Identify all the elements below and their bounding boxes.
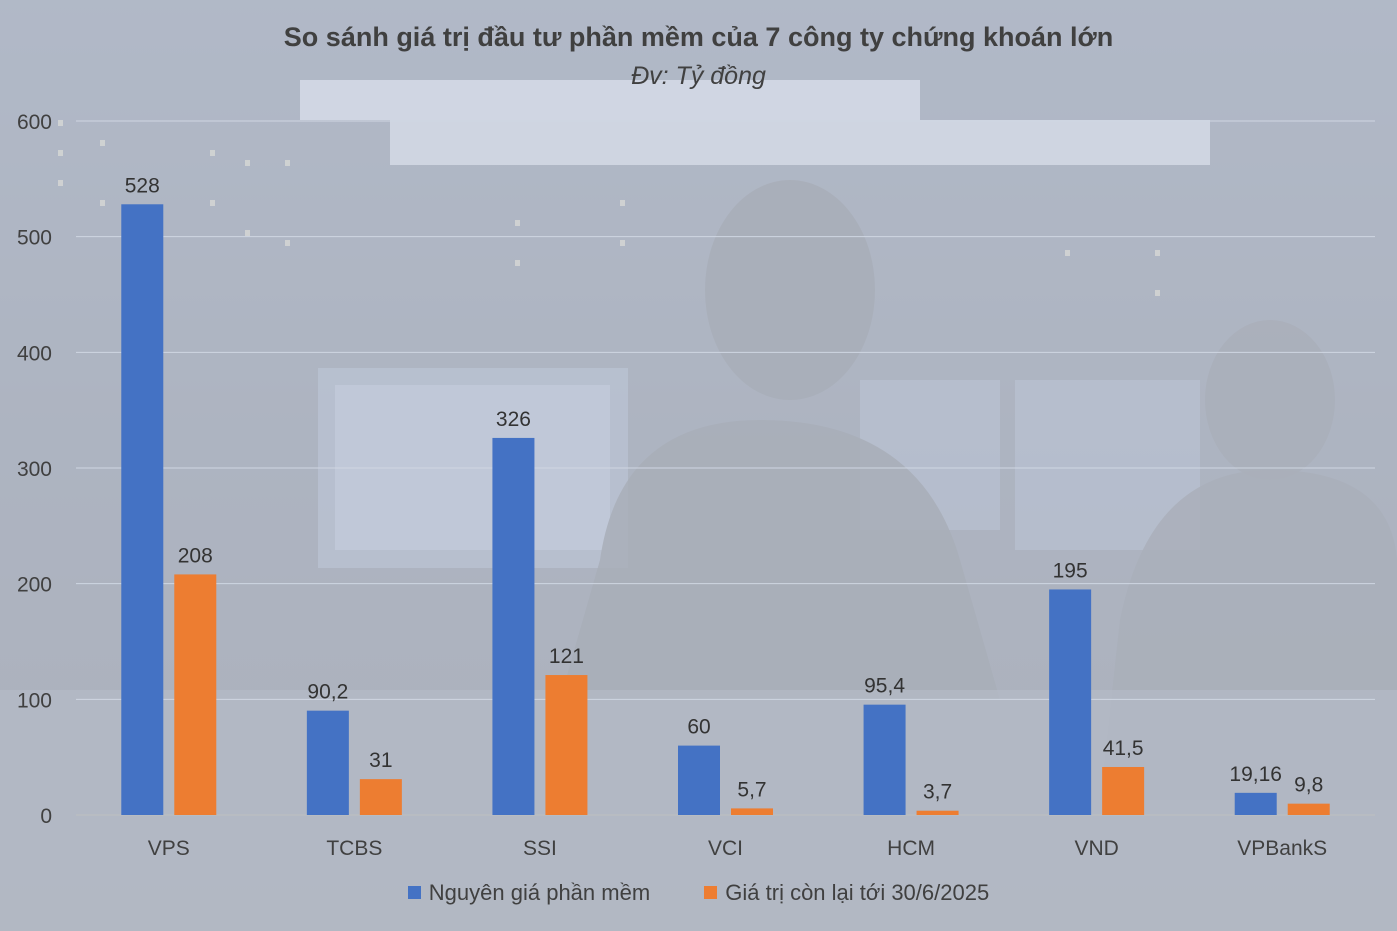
data-label: 195: [1053, 559, 1088, 582]
bar-ssi-series-2: [545, 675, 588, 815]
bar-vci-series-2: [731, 808, 773, 815]
data-label: 5,7: [737, 778, 766, 801]
y-tick-label: 300: [17, 458, 52, 481]
bar-vpbanks-series-1: [1234, 792, 1277, 815]
y-tick-label: 500: [17, 227, 52, 250]
bar-tcbs-series-2: [359, 779, 402, 815]
x-tick-label: VND: [1074, 837, 1118, 860]
data-label: 528: [125, 174, 160, 197]
y-tick-label: 200: [17, 574, 52, 597]
bar-vci-series-1: [678, 745, 720, 815]
bar-vps-series-2: [174, 574, 217, 815]
bar-vpbanks-series-2: [1287, 803, 1330, 815]
data-label: 95,4: [864, 675, 905, 698]
data-label: 19,16: [1229, 763, 1282, 786]
legend-swatch-series-2: [704, 886, 718, 899]
bar-tcbs-series-1: [306, 710, 349, 815]
data-label: 326: [496, 408, 531, 431]
chart-title: So sánh giá trị đầu tư phần mềm của 7 cô…: [283, 22, 1114, 52]
bar-vnd-series-1: [1049, 589, 1092, 815]
x-tick-label: VPBankS: [1237, 837, 1327, 860]
chart-subtitle: Đv: Tỷ đồng: [631, 62, 766, 90]
data-label: 41,5: [1103, 737, 1144, 760]
chart-legend: Nguyên giá phần mềm Giá trị còn lại tới …: [0, 880, 1397, 906]
bar-ssi-series-1: [492, 437, 535, 815]
data-label: 9,8: [1294, 774, 1323, 797]
legend-item-series-2: Giá trị còn lại tới 30/6/2025: [704, 880, 989, 906]
y-tick-label: 0: [40, 805, 52, 828]
data-label: 121: [549, 645, 584, 668]
data-label: 3,7: [923, 781, 952, 804]
legend-swatch-series-1: [407, 886, 421, 899]
bar-hcm-series-2: [916, 810, 959, 815]
data-label: 90,2: [307, 681, 348, 704]
bar-hcm-series-1: [863, 704, 906, 815]
legend-label-series-2: Giá trị còn lại tới 30/6/2025: [725, 880, 990, 905]
x-tick-label: HCM: [887, 837, 935, 860]
data-label: 31: [369, 749, 392, 772]
x-tick-label: SSI: [523, 837, 557, 860]
x-tick-label: TCBS: [326, 837, 382, 860]
legend-item-series-1: Nguyên giá phần mềm: [407, 880, 651, 906]
x-tick-label: VPS: [148, 837, 190, 860]
data-label: 60: [687, 716, 710, 739]
bar-vps-series-1: [121, 204, 164, 815]
x-tick-label: VCI: [708, 837, 743, 860]
y-tick-label: 600: [17, 111, 52, 134]
bar-vnd-series-2: [1102, 766, 1145, 815]
y-tick-label: 400: [17, 342, 52, 365]
data-label: 208: [178, 544, 213, 567]
y-tick-label: 100: [17, 689, 52, 712]
legend-label-series-1: Nguyên giá phần mềm: [428, 880, 651, 905]
